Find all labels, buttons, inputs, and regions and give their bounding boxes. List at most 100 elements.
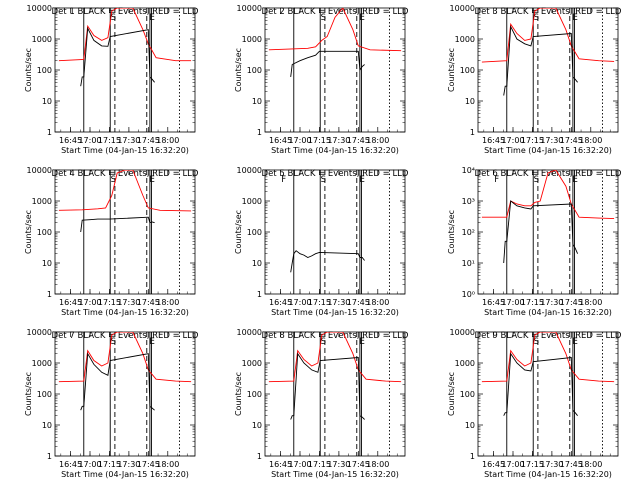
x-tick-label: 17:00 [288, 298, 311, 307]
x-tick-label: 17:15 [308, 460, 331, 469]
x-tick-label: 16:45 [269, 136, 292, 145]
y-tick-label: 1000 [242, 359, 262, 368]
y-tick-label: 10 [465, 421, 475, 430]
red-lld-series [481, 170, 615, 220]
x-tick-label: 18:00 [366, 136, 389, 145]
x-tick-label: 17:00 [501, 460, 524, 469]
x-tick-label: 17:45 [137, 460, 160, 469]
y-tick-label: 10 [252, 97, 262, 106]
region-letter: S [534, 13, 539, 23]
panel-title: Det 8 BLACK = Events, RED = LLD [262, 331, 409, 341]
y-tick-label: 1000 [32, 197, 52, 206]
red-lld-series [58, 8, 192, 62]
red-lld-series [481, 8, 615, 63]
x-tick-label: 17:45 [347, 460, 370, 469]
y-tick-label: 100 [37, 390, 52, 399]
x-tick-label: 17:00 [78, 136, 101, 145]
region-letter: E [573, 13, 578, 23]
x-tick-label: 17:30 [327, 460, 350, 469]
y-tick-label: 10³ [462, 197, 475, 206]
y-tick-label: 10000 [237, 166, 262, 175]
x-tick-label: 16:45 [59, 460, 82, 469]
black-events-series [503, 352, 578, 416]
region-letter: E [150, 337, 155, 347]
x-axis-label: Start Time (04-Jan-15 16:32:20) [61, 146, 189, 155]
x-axis-label: Start Time (04-Jan-15 16:32:20) [484, 308, 612, 317]
y-axis-label: Counts/sec [24, 210, 33, 254]
plot-frame [477, 7, 619, 133]
y-tick-label: 1 [47, 128, 52, 137]
y-axis-label: Counts/sec [447, 372, 456, 416]
black-events-series [503, 25, 578, 96]
region-letter: S [321, 175, 326, 185]
x-axis-label: Start Time (04-Jan-15 16:32:20) [484, 146, 612, 155]
y-tick-label: 10 [42, 97, 52, 106]
panel-9: Det 9 BLACK = Events, RED = LLD 1 10 100 100… [447, 328, 622, 479]
x-tick-label: 17:15 [308, 298, 331, 307]
x-tick-label: 17:30 [117, 136, 140, 145]
region-letter: E [360, 337, 365, 347]
red-lld-series [58, 332, 192, 383]
region-letter: E [360, 13, 365, 23]
y-tick-label: 10⁰ [462, 290, 475, 299]
panel-1: Det 1 BLACK = Events, RED = LLD 1 10 100 100… [24, 4, 199, 155]
x-tick-label: 18:00 [366, 460, 389, 469]
x-axis-label: Start Time (04-Jan-15 16:32:20) [271, 146, 399, 155]
y-tick-label: 10000 [27, 166, 52, 175]
panel-6: Det 6 BLACK = Events, RED = LLD 10⁰ 10¹ 10²… [447, 166, 622, 317]
x-tick-label: 17:15 [98, 298, 121, 307]
x-tick-label: 17:15 [308, 136, 331, 145]
y-axis-label: Counts/sec [24, 372, 33, 416]
y-tick-label: 100 [247, 390, 262, 399]
y-tick-label: 10000 [27, 4, 52, 13]
x-axis-label: Start Time (04-Jan-15 16:32:20) [484, 470, 612, 479]
y-tick-label: 1000 [455, 359, 475, 368]
x-tick-label: 17:00 [501, 298, 524, 307]
x-tick-label: 16:45 [269, 460, 292, 469]
x-tick-label: 17:30 [117, 298, 140, 307]
plot-frame [264, 331, 406, 457]
y-tick-label: 100 [460, 390, 475, 399]
region-letter: S [111, 175, 116, 185]
y-axis-label: Counts/sec [234, 210, 243, 254]
y-tick-label: 10² [462, 228, 475, 237]
x-tick-label: 18:00 [579, 460, 602, 469]
x-tick-label: 16:45 [269, 298, 292, 307]
x-tick-label: 16:45 [482, 136, 505, 145]
x-tick-label: 17:45 [560, 136, 583, 145]
red-lld-series [268, 332, 402, 383]
black-events-series [503, 200, 579, 264]
panel-title: Det 2 BLACK = Events, RED = LLD [262, 7, 409, 17]
panel-title: Det 9 BLACK = Events, RED = LLD [475, 331, 622, 341]
y-tick-label: 10 [465, 97, 475, 106]
x-tick-label: 16:45 [59, 136, 82, 145]
region-letter: S [321, 337, 326, 347]
y-tick-label: 10000 [450, 328, 475, 337]
black-events-series [80, 216, 155, 233]
panel-8: Det 8 BLACK = Events, RED = LLD 1 10 100 100… [234, 328, 409, 479]
region-letter: E [150, 175, 155, 185]
plot-frame [54, 169, 196, 295]
panel-title: Det 7 BLACK = Events, RED = LLD [52, 331, 199, 341]
y-tick-label: 1 [47, 452, 52, 461]
region-letter: S [534, 175, 539, 185]
x-tick-label: 17:00 [288, 136, 311, 145]
x-axis-label: Start Time (04-Jan-15 16:32:20) [61, 308, 189, 317]
y-tick-label: 10000 [27, 328, 52, 337]
x-tick-label: 17:45 [137, 298, 160, 307]
x-tick-label: 18:00 [156, 460, 179, 469]
black-events-series [290, 50, 365, 77]
y-tick-label: 10¹ [462, 259, 475, 268]
y-tick-label: 100 [247, 66, 262, 75]
y-tick-label: 10000 [450, 4, 475, 13]
y-tick-label: 10 [42, 421, 52, 430]
y-tick-label: 100 [247, 228, 262, 237]
x-tick-label: 17:15 [521, 298, 544, 307]
region-letter: S [111, 13, 116, 23]
x-tick-label: 17:45 [560, 298, 583, 307]
panel-4: Det 4 BLACK = Events, RED = LLD 1 10 100 100… [24, 166, 199, 317]
x-tick-label: 17:00 [501, 136, 524, 145]
x-tick-label: 18:00 [579, 136, 602, 145]
region-letter: S [321, 13, 326, 23]
